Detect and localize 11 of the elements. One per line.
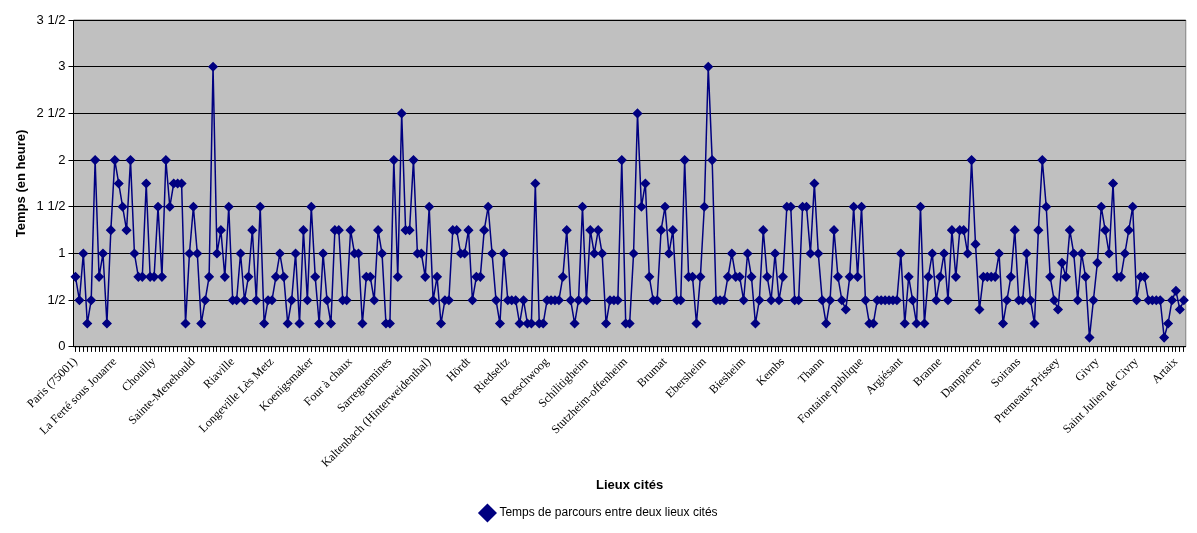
x-axis-title: Lieux cités [596, 476, 664, 492]
y-tick-label: 3 [58, 58, 66, 74]
y-tick-label: 2 1/2 [36, 104, 66, 120]
y-tick-label: 3 1/2 [36, 11, 66, 27]
y-tick-label: 0 [58, 338, 66, 354]
y-tick-label: 2 [58, 151, 66, 167]
y-axis-title: Temps (en heure) [13, 129, 29, 238]
legend-label: Temps de parcours entre deux lieux cités [499, 505, 718, 520]
y-tick-label: 1/2 [47, 291, 66, 307]
y-tick-label: 1 1/2 [36, 198, 66, 214]
y-tick-label: 1 [58, 245, 66, 261]
